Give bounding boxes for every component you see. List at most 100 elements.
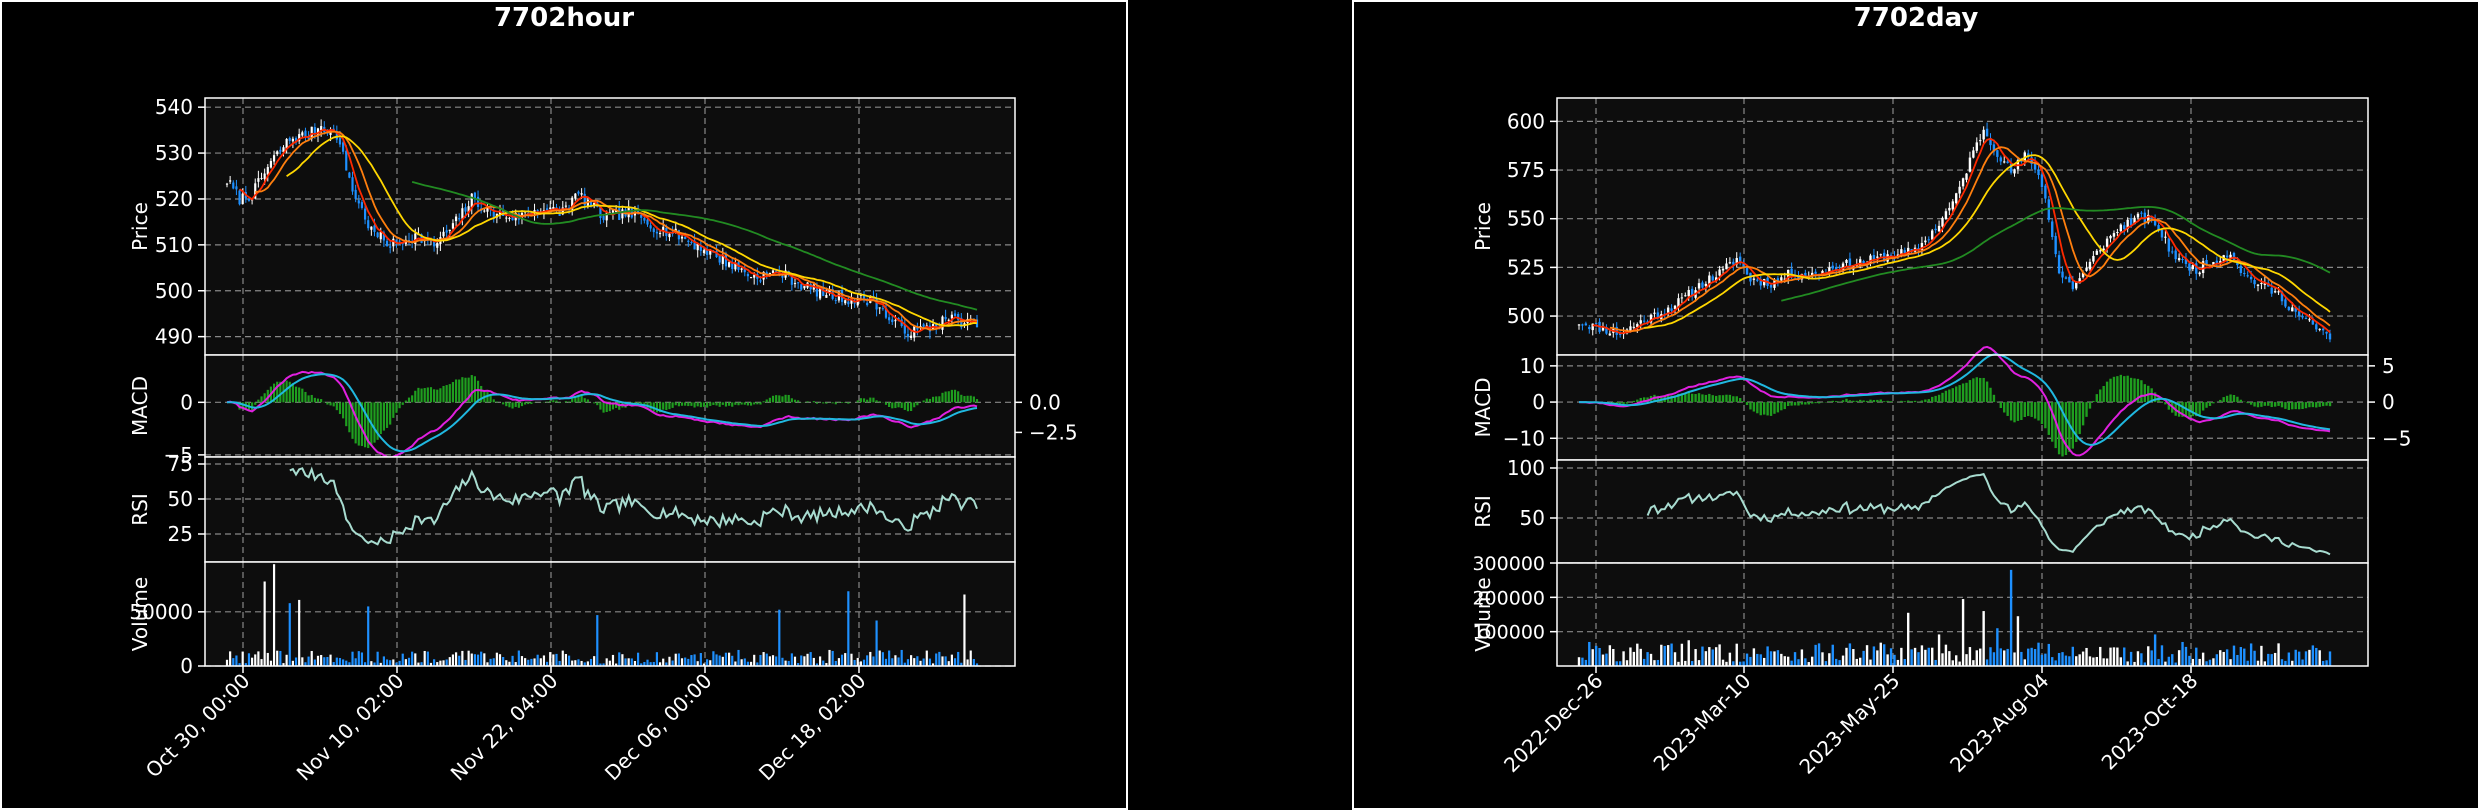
- macd-histogram-bar: [749, 402, 753, 406]
- macd-histogram-bar: [906, 402, 910, 412]
- macd-histogram-bar: [1687, 392, 1690, 403]
- volume-bar: [2033, 649, 2037, 666]
- macd-histogram-bar: [307, 395, 310, 403]
- volume-bar: [652, 661, 655, 666]
- candle-body: [282, 147, 285, 153]
- candle-body: [1762, 279, 1766, 286]
- volume-bar: [1663, 645, 1666, 666]
- volume-bar: [2140, 653, 2143, 666]
- candle-body: [1718, 269, 1721, 276]
- volume-bar: [2095, 656, 2099, 666]
- candle-body: [442, 231, 445, 237]
- volume-bar: [768, 656, 771, 666]
- volume-bar: [1769, 651, 1773, 666]
- volume-bar: [1608, 645, 1612, 666]
- candle-body: [1636, 324, 1639, 327]
- volume-bar: [552, 654, 555, 666]
- volume-bar: [1810, 656, 1814, 666]
- macd-histogram-bar: [332, 402, 335, 407]
- candle-body: [1752, 278, 1756, 280]
- candle-body: [225, 183, 229, 185]
- volume-bar: [831, 650, 834, 666]
- candle-body: [646, 219, 649, 225]
- macd-histogram-bar: [731, 402, 734, 407]
- volume-bar: [492, 658, 495, 666]
- volume-bar: [2191, 658, 2195, 666]
- candle-body: [1982, 129, 1985, 140]
- volume-bar: [467, 650, 470, 666]
- candle-body: [272, 155, 276, 162]
- macd-histogram-bar: [1800, 402, 1804, 405]
- volume-bar: [1701, 646, 1704, 666]
- candle-body: [2246, 275, 2249, 277]
- macd-histogram-bar: [2287, 402, 2291, 410]
- volume-bar: [712, 651, 715, 666]
- volume-bar: [969, 650, 972, 666]
- macd-histogram-bar: [674, 402, 677, 406]
- candle-body: [2171, 251, 2174, 253]
- macd-histogram-bar: [1752, 402, 1756, 412]
- candle-body: [878, 307, 881, 309]
- volume-bar: [470, 653, 473, 666]
- volume-bar: [1934, 659, 1937, 666]
- volume-bar: [2321, 660, 2325, 666]
- macd-histogram-bar: [1773, 402, 1776, 414]
- candle-body: [2280, 291, 2284, 302]
- y-tick-label: 500: [155, 279, 193, 303]
- volume-bar: [247, 653, 251, 666]
- macd-histogram-bar: [960, 394, 963, 403]
- macd-histogram-bar: [696, 402, 699, 407]
- macd-histogram-bar: [467, 377, 470, 403]
- candle-body: [2164, 236, 2167, 238]
- volume-bar: [1924, 649, 1927, 666]
- volume-bar: [800, 655, 803, 666]
- candle-body: [379, 232, 382, 240]
- volume-bar: [947, 661, 950, 666]
- volume-bar: [1821, 652, 1824, 666]
- x-tick-label: 2023-Oct-18: [2097, 669, 2203, 775]
- volume-bar: [2123, 647, 2126, 666]
- volume-bar: [1625, 660, 1629, 666]
- volume-bar: [266, 652, 269, 666]
- macd-histogram-bar: [847, 402, 850, 404]
- volume-bar: [621, 654, 624, 666]
- macd-histogram-bar: [1670, 395, 1673, 403]
- candle-body: [611, 209, 615, 213]
- macd-histogram-bar: [2006, 402, 2009, 416]
- volume-bar: [1677, 661, 1680, 666]
- macd-histogram-bar: [1985, 381, 1989, 403]
- candle-body: [1656, 312, 1660, 319]
- candle-body: [492, 211, 495, 217]
- macd-histogram-bar: [1783, 402, 1786, 410]
- volume-bar: [2325, 660, 2328, 666]
- volume-bar: [332, 662, 335, 666]
- volume-bar: [589, 658, 593, 666]
- volume-bar: [913, 658, 916, 666]
- macd-histogram-bar: [241, 402, 244, 410]
- x-tick-label: 2023-May-25: [1794, 669, 1904, 779]
- candle-body: [872, 296, 875, 301]
- macd-histogram-bar: [263, 393, 266, 403]
- macd-histogram-bar: [1903, 401, 1906, 403]
- candle-body: [1591, 323, 1594, 331]
- candle-body: [382, 232, 385, 241]
- macd-histogram-bar: [1697, 393, 1701, 403]
- candle-body: [445, 230, 448, 233]
- volume-bar: [1944, 644, 1948, 666]
- macd-histogram-bar: [564, 401, 568, 403]
- macd-histogram-bar: [740, 402, 743, 405]
- candle-body: [370, 226, 373, 230]
- candle-body: [2243, 272, 2246, 274]
- macd-histogram-bar: [2051, 402, 2054, 442]
- macd-histogram-bar: [276, 381, 279, 403]
- macd-histogram-bar: [844, 402, 847, 403]
- volume-bar: [819, 656, 822, 666]
- candle-body: [2099, 250, 2102, 252]
- macd-histogram-bar: [2291, 402, 2294, 410]
- moving-average-line: [411, 181, 978, 311]
- volume-bar: [269, 660, 273, 666]
- candle-body: [1642, 320, 1646, 322]
- volume-bar: [320, 654, 323, 666]
- macd-histogram-bar: [765, 399, 768, 403]
- candle-body: [903, 324, 906, 334]
